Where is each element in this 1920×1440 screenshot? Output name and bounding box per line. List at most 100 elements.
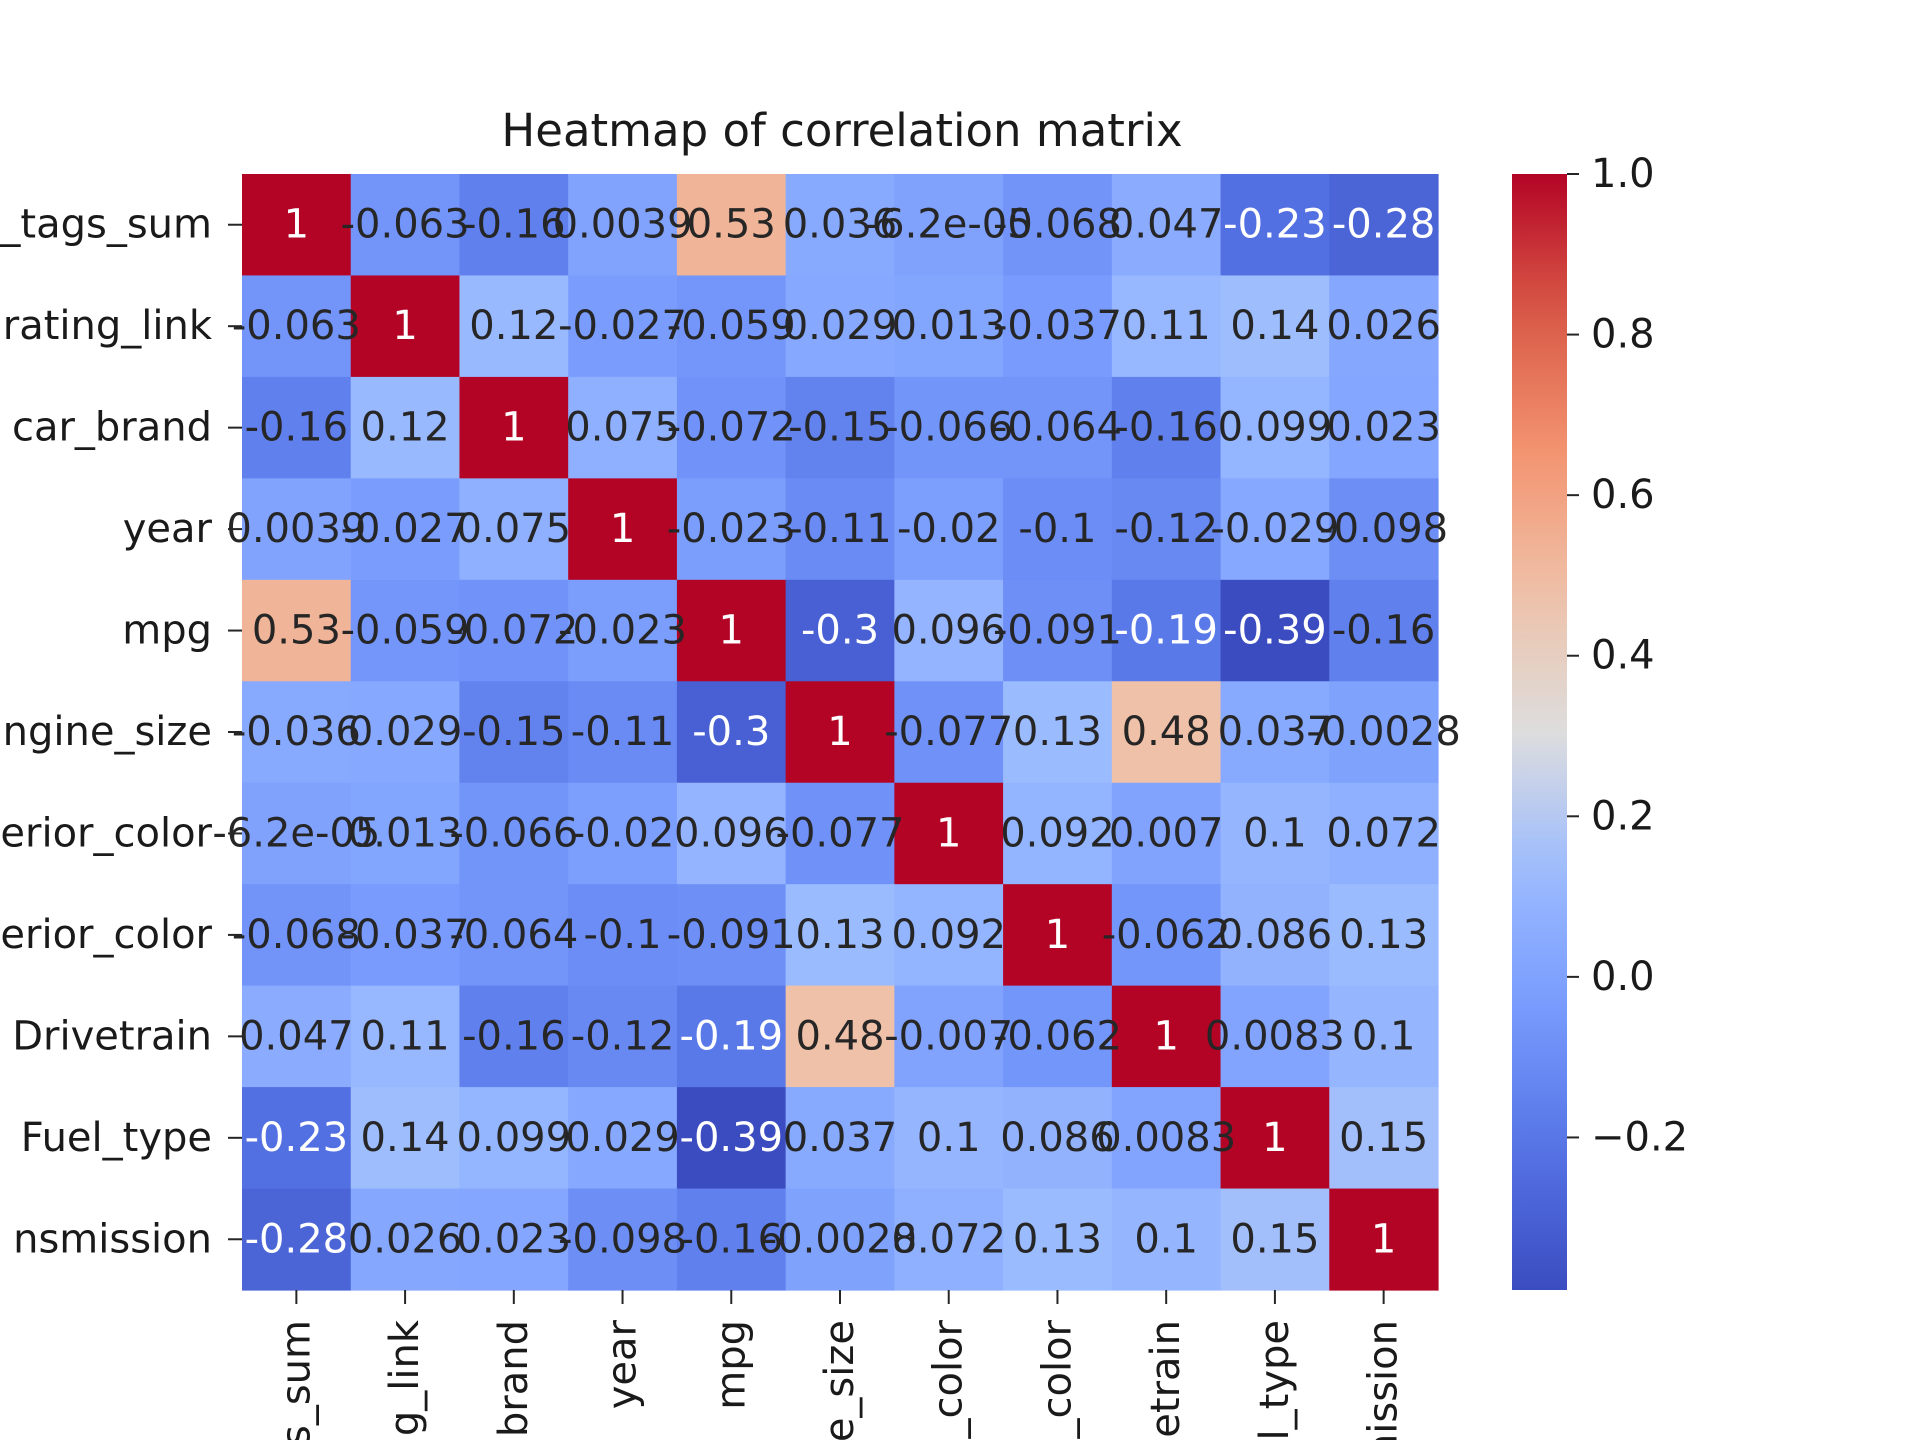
heatmap-cell — [676, 1188, 787, 1291]
cell-value-label: -0.23 — [245, 1115, 349, 1161]
cell-value-label: 0.029 — [783, 303, 898, 349]
cell-value-label: -0.062 — [993, 1013, 1122, 1059]
cell-value-label: -0.064 — [449, 912, 578, 958]
cell-value-label: 0.092 — [1000, 810, 1115, 856]
heatmap-cell — [1003, 1087, 1113, 1190]
heatmap-cell — [1220, 579, 1330, 682]
y-tick-label: ngine_size — [3, 709, 212, 755]
heatmap-cell — [350, 579, 461, 682]
cell-value-label: -0.077 — [776, 810, 905, 856]
cell-value-label: 0.086 — [1218, 912, 1333, 958]
heatmap-cell — [459, 782, 569, 885]
cell-value-label: 1 — [827, 709, 852, 755]
cell-value-label: -0.39 — [680, 1115, 784, 1161]
heatmap-cell — [894, 478, 1004, 581]
heatmap-cells — [242, 174, 1439, 1291]
cell-value-label: -0.098 — [558, 1216, 687, 1262]
heatmap-cell — [1329, 275, 1439, 378]
heatmap-cell — [459, 376, 569, 479]
heatmap-cell — [1003, 884, 1113, 987]
heatmap-cell — [894, 884, 1004, 987]
cell-value-label: -0.072 — [667, 405, 796, 451]
heatmap-cell — [568, 985, 678, 1088]
heatmap-cell — [1003, 681, 1113, 784]
cell-value-label: 0.12 — [361, 405, 450, 451]
heatmap-cell — [568, 579, 678, 682]
cell-value-label: 0.086 — [1000, 1115, 1115, 1161]
cell-value-label: 0.013 — [348, 810, 463, 856]
heatmap-cell — [568, 376, 678, 479]
heatmap-cell — [676, 579, 787, 682]
x-tick-label: _color — [926, 1319, 972, 1439]
cell-value-label: 0.53 — [687, 202, 776, 248]
cell-value-label: -0.029 — [1210, 506, 1339, 552]
heatmap-cell — [785, 1087, 895, 1190]
cell-value-label: -0.098 — [1319, 506, 1448, 552]
colorbar-tick-label: 0.2 — [1591, 793, 1655, 839]
heatmap-cell — [785, 174, 895, 277]
heatmap-cell — [1220, 884, 1330, 987]
colorbar-tick-label: 0.4 — [1591, 633, 1655, 679]
cell-value-label: 0.1 — [1352, 1013, 1416, 1059]
heatmap-cell — [1220, 985, 1330, 1088]
cell-value-label: -0.19 — [1114, 608, 1218, 654]
heatmap-cell — [350, 478, 461, 581]
cell-value-label: -0.12 — [1114, 506, 1218, 552]
cell-value-label: 0.023 — [1326, 405, 1441, 451]
cell-value-label: -0.23 — [1223, 202, 1327, 248]
heatmap-cell — [894, 782, 1004, 885]
cell-value-label: 1 — [1153, 1013, 1178, 1059]
cell-value-label: -0.3 — [692, 709, 770, 755]
heatmap-cell — [1220, 1087, 1330, 1190]
cell-value-label: 0.15 — [1339, 1115, 1428, 1161]
heatmap-cell — [1329, 782, 1439, 885]
heatmap-cell — [676, 884, 787, 987]
heatmap-cell — [459, 985, 569, 1088]
heatmap-cell — [894, 376, 1004, 479]
heatmap-cell — [1329, 1087, 1439, 1190]
cell-value-label: 0.023 — [457, 1216, 572, 1262]
cell-value-label: -0.19 — [680, 1013, 784, 1059]
heatmap-cell — [1111, 579, 1222, 682]
cell-value-label: -0.16 — [680, 1216, 784, 1262]
cell-value-label: 0.48 — [1122, 709, 1211, 755]
x-tick-label: year — [600, 1319, 646, 1409]
cell-value-label: 0.075 — [457, 506, 572, 552]
cell-value-label: -0.091 — [667, 912, 796, 958]
x-tick-label: mpg — [708, 1320, 754, 1410]
heatmap-cell — [242, 579, 352, 682]
cell-value-label: -0.059 — [667, 303, 796, 349]
cell-value-label: -0.091 — [993, 608, 1122, 654]
cell-value-label: 0.029 — [348, 709, 463, 755]
heatmap-cell — [350, 884, 461, 987]
cell-value-label: 0.14 — [361, 1115, 450, 1161]
cell-value-label: -0.16 — [462, 1013, 566, 1059]
cell-value-label: -0.28 — [1332, 202, 1436, 248]
heatmap-cell — [568, 884, 678, 987]
cell-value-label: -0.063 — [232, 303, 361, 349]
cell-value-label: 0.037 — [783, 1115, 898, 1161]
heatmap-cell — [1111, 376, 1222, 479]
cell-value-label: 0.13 — [1013, 1216, 1102, 1262]
cell-value-label: 0.029 — [565, 1115, 680, 1161]
cell-value-label: 0.072 — [891, 1216, 1006, 1262]
heatmap-cell — [785, 782, 895, 885]
heatmap-cell — [459, 174, 569, 277]
cell-value-label: -0.066 — [449, 810, 578, 856]
cell-value-label: 0.0039 — [553, 202, 693, 248]
heatmap-cell — [568, 174, 678, 277]
cell-value-label: 0.13 — [795, 912, 884, 958]
heatmap-cell — [676, 681, 787, 784]
x-tick-label: nission — [1361, 1320, 1407, 1440]
cell-value-label: -0.15 — [462, 709, 566, 755]
cell-value-label: 0.12 — [469, 303, 558, 349]
cell-value-label: -0.068 — [993, 202, 1122, 248]
cell-value-label: 0.1 — [1134, 1216, 1198, 1262]
colorbar-gradient — [1512, 174, 1567, 1290]
heatmap-cell — [676, 782, 787, 885]
heatmap-cell — [1003, 376, 1113, 479]
heatmap-cell — [568, 478, 678, 581]
heatmap-cell — [350, 376, 461, 479]
y-tick-label: nsmission — [13, 1216, 212, 1262]
